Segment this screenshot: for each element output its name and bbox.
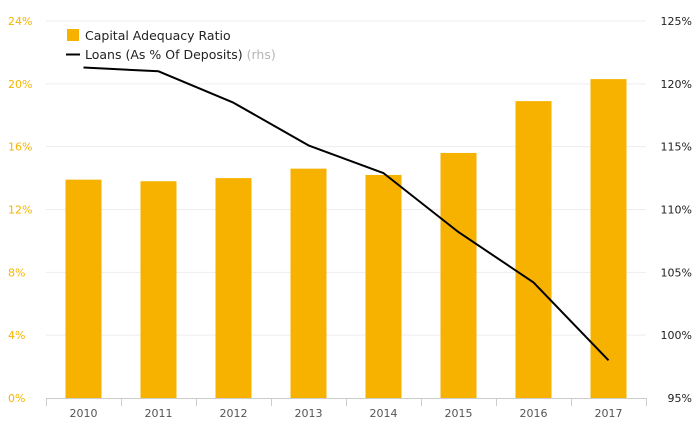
tick-labels: 0% 4% 8% 12% 16% 20% 24% 95% 100% 105% 110% 115% 120… bbox=[8, 15, 692, 420]
x-tick-label: 2016 bbox=[520, 407, 548, 420]
y-left-tick-label: 16% bbox=[8, 141, 32, 154]
bar-2017 bbox=[591, 79, 627, 398]
x-tick-label: 2017 bbox=[595, 407, 623, 420]
x-tick-label: 2013 bbox=[295, 407, 323, 420]
y-left-tick-label: 20% bbox=[8, 78, 32, 91]
legend: Capital Adequacy Ratio Loans (As % Of De… bbox=[66, 28, 276, 62]
legend-label-loans-name: Loans (As % Of Deposits) bbox=[85, 47, 243, 62]
gridlines bbox=[46, 21, 646, 335]
x-tick-label: 2010 bbox=[70, 407, 98, 420]
y-right-tick-label: 95% bbox=[668, 392, 692, 405]
legend-label-loans: Loans (As % Of Deposits) (rhs) bbox=[85, 47, 276, 62]
bar-2015 bbox=[441, 153, 477, 398]
bar-2010 bbox=[66, 180, 102, 398]
y-left-tick-label: 0% bbox=[8, 392, 25, 405]
y-left-tick-label: 12% bbox=[8, 204, 32, 217]
y-right-tick-label: 125% bbox=[661, 15, 692, 28]
bar-series-capital-adequacy bbox=[66, 79, 627, 398]
y-right-tick-label: 105% bbox=[661, 266, 692, 279]
bar-2012 bbox=[216, 178, 252, 398]
bar-2011 bbox=[141, 181, 177, 398]
legend-swatch-capital-adequacy bbox=[67, 29, 79, 41]
y-right-tick-label: 120% bbox=[661, 78, 692, 91]
bar-2014 bbox=[366, 175, 402, 398]
x-tick-label: 2011 bbox=[145, 407, 173, 420]
x-tick-label: 2012 bbox=[220, 407, 248, 420]
x-tick-label: 2014 bbox=[370, 407, 398, 420]
y-left-tick-label: 4% bbox=[8, 329, 25, 342]
y-left-tick-label: 8% bbox=[8, 266, 25, 279]
y-right-tick-label: 110% bbox=[661, 204, 692, 217]
y-right-tick-label: 115% bbox=[661, 141, 692, 154]
legend-label-capital-adequacy: Capital Adequacy Ratio bbox=[85, 28, 231, 43]
x-tick-label: 2015 bbox=[445, 407, 473, 420]
x-axis bbox=[46, 398, 647, 406]
bar-2016 bbox=[516, 101, 552, 398]
y-right-tick-label: 100% bbox=[661, 329, 692, 342]
bar-2013 bbox=[291, 169, 327, 398]
y-left-tick-label: 24% bbox=[8, 15, 32, 28]
legend-label-loans-note: (rhs) bbox=[247, 47, 276, 62]
